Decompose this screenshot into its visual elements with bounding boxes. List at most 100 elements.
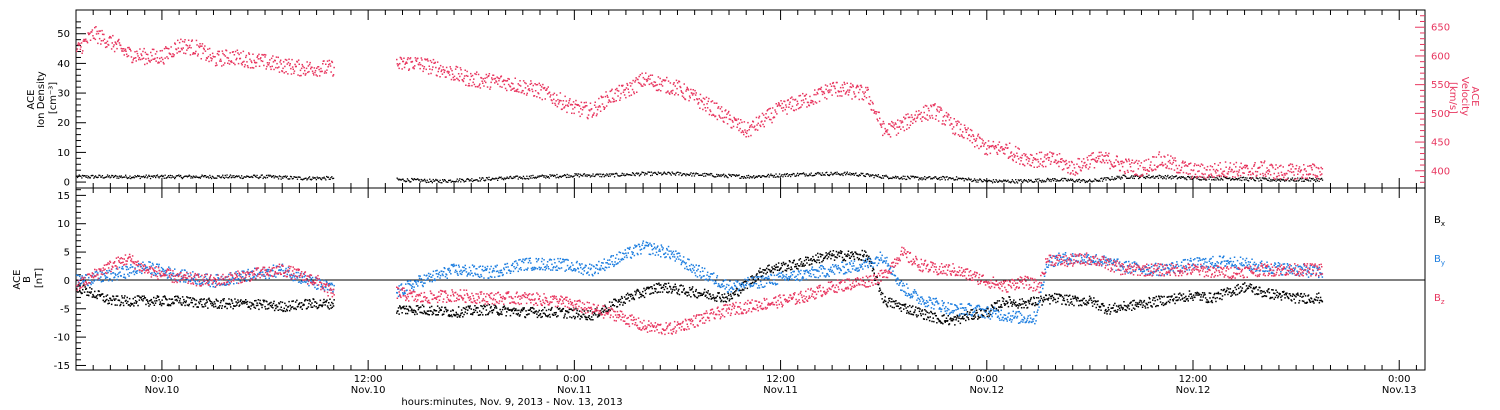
density-point <box>1245 179 1247 181</box>
velocity-point <box>1296 178 1298 180</box>
velocity-point <box>557 103 560 105</box>
velocity-point <box>1239 174 1242 177</box>
velocity-point <box>646 80 648 83</box>
density-point <box>552 174 554 176</box>
velocity-point <box>110 48 113 50</box>
velocity-point <box>626 84 629 86</box>
bx-point <box>706 292 709 294</box>
velocity-point <box>518 84 521 86</box>
density-point <box>950 178 952 180</box>
density-point <box>1204 178 1206 181</box>
density-point <box>1090 180 1093 183</box>
bx-point <box>245 299 247 301</box>
density-point <box>1115 177 1117 180</box>
density-point <box>182 177 184 179</box>
velocity-point <box>978 136 981 139</box>
bx-point <box>695 288 697 291</box>
velocity-point <box>832 81 835 84</box>
density-point <box>243 176 245 178</box>
density-point <box>657 171 659 173</box>
bx-point <box>112 295 115 298</box>
bx-point <box>163 295 166 297</box>
bx-point <box>687 291 690 294</box>
bx-point <box>605 310 607 312</box>
velocity-point <box>742 131 744 133</box>
velocity-point <box>955 120 957 123</box>
bx-point <box>639 293 642 296</box>
bx-point <box>589 318 591 320</box>
density-point <box>747 176 749 179</box>
density-point <box>863 175 866 177</box>
density-point <box>961 178 963 180</box>
velocity-point <box>697 101 700 104</box>
velocity-point <box>184 39 186 41</box>
density-point <box>972 180 974 182</box>
velocity-point <box>908 127 910 129</box>
density-point <box>226 174 228 176</box>
density-point <box>228 177 230 179</box>
bx-point <box>297 305 299 308</box>
velocity-point <box>1040 158 1042 160</box>
density-point <box>211 175 214 177</box>
bx-point <box>861 249 863 252</box>
bx-point <box>227 303 230 305</box>
density-point <box>403 180 405 182</box>
velocity-point <box>289 63 291 65</box>
density-point <box>519 176 521 178</box>
velocity-point <box>1069 164 1071 167</box>
bx-point <box>669 286 672 288</box>
velocity-point <box>849 86 851 88</box>
velocity-point <box>222 52 224 55</box>
bx-point <box>468 307 471 309</box>
density-point <box>741 176 744 178</box>
velocity-point <box>456 66 459 68</box>
velocity-point <box>1070 172 1072 174</box>
time-tick-label: 12:00 <box>1179 374 1208 385</box>
bx-point <box>102 299 104 302</box>
velocity-point <box>319 75 321 77</box>
bx-point <box>138 295 140 297</box>
velocity-point <box>497 83 499 85</box>
velocity-point <box>648 83 651 86</box>
density-point <box>881 177 883 179</box>
density-point <box>331 176 333 178</box>
density-tick-label: 50 <box>57 29 70 40</box>
density-point <box>821 174 823 176</box>
velocity-point <box>805 98 807 100</box>
bx-point <box>515 308 517 310</box>
velocity-point <box>1062 159 1064 162</box>
density-point <box>286 175 288 177</box>
velocity-point <box>700 100 703 102</box>
velocity-point <box>425 68 427 71</box>
bx-point <box>463 307 466 310</box>
velocity-point <box>674 85 676 87</box>
velocity-point <box>992 140 995 143</box>
velocity-point <box>673 94 676 96</box>
velocity-point <box>1073 167 1076 169</box>
velocity-point <box>311 70 314 72</box>
velocity-point <box>1282 166 1284 168</box>
velocity-point <box>737 123 739 126</box>
velocity-point <box>560 100 562 102</box>
bx-point <box>677 290 679 292</box>
velocity-point <box>958 121 960 123</box>
bx-point <box>499 308 501 311</box>
velocity-point <box>806 106 808 108</box>
bx-point <box>645 292 647 295</box>
density-point <box>756 176 758 178</box>
bx-point <box>560 310 562 313</box>
density-point <box>230 177 232 179</box>
density-point <box>565 176 568 179</box>
velocity-point <box>1138 175 1141 177</box>
density-point <box>203 176 205 178</box>
density-point <box>961 177 964 179</box>
bx-point <box>726 296 728 298</box>
density-point <box>251 175 253 178</box>
velocity-point <box>324 70 326 73</box>
density-point <box>255 176 257 178</box>
bx-point <box>770 271 772 273</box>
density-point <box>805 173 807 175</box>
velocity-point <box>233 54 236 56</box>
velocity-point <box>640 85 643 87</box>
bx-point <box>770 270 773 272</box>
